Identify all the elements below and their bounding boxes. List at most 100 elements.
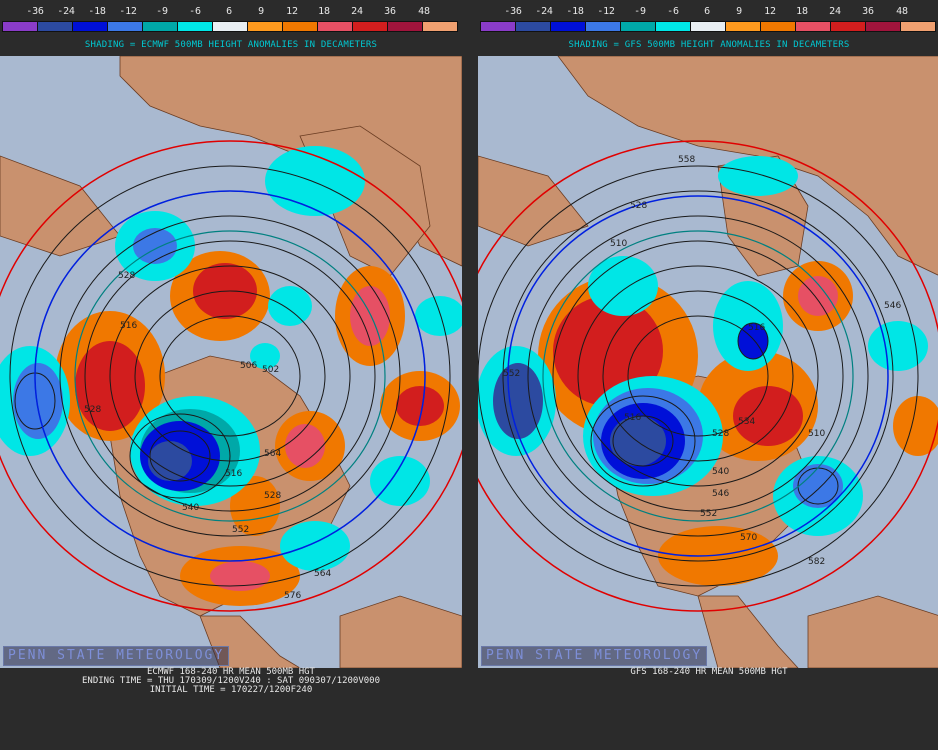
anomaly-cold-center xyxy=(148,441,192,481)
contour-label: 558 xyxy=(678,155,695,165)
colorbar-swatch xyxy=(761,22,796,31)
colorbar-swatch xyxy=(38,22,73,31)
colorbar-swatch xyxy=(283,22,318,31)
contour-label: 516 xyxy=(748,323,765,333)
colorbar-swatch xyxy=(481,22,516,31)
colorbar-label: 18 xyxy=(796,6,808,17)
footer-line: INITIAL TIME = 170227/1200F240 xyxy=(149,685,313,695)
anomaly-cold-core xyxy=(493,363,543,439)
colorbar-label: -12 xyxy=(119,6,137,17)
colorbar-label: 18 xyxy=(318,6,330,17)
height-contour-highlight xyxy=(507,195,889,557)
anomaly-warm-core xyxy=(798,276,838,316)
colorbar-swatch xyxy=(318,22,353,31)
contour-label: 510 xyxy=(610,239,627,249)
anomaly-cold-center xyxy=(610,416,666,466)
contour-label: 528 xyxy=(84,405,101,415)
colorbar-label: 48 xyxy=(418,6,430,17)
contour-label: 528 xyxy=(712,429,729,439)
anomaly-cold-core xyxy=(793,464,843,508)
colorbar-label: -18 xyxy=(566,6,584,17)
land-europe-asia xyxy=(557,56,938,276)
contour-label: 582 xyxy=(808,557,825,567)
colorbar-label: -24 xyxy=(57,6,75,17)
colorbar-label: -6 xyxy=(189,6,201,17)
anomaly-warm-core xyxy=(350,286,390,346)
colorbar-label: -9 xyxy=(634,6,646,17)
height-contour xyxy=(129,413,231,499)
anomaly-cold xyxy=(268,286,312,326)
colorbar-swatch xyxy=(3,22,38,31)
height-contour-outer xyxy=(478,140,938,612)
colorbar-swatch xyxy=(656,22,691,31)
height-contour-teal xyxy=(74,230,386,522)
contour-label: 564 xyxy=(314,569,331,579)
colorbar xyxy=(480,21,936,32)
credit-label: PENN STATE METEOROLOGY xyxy=(481,646,708,666)
colorbar-labels: -36 -24 -18 -12 -9 -6 6 9 12 18 24 36 48 xyxy=(478,6,938,18)
colorbar-label: 12 xyxy=(764,6,776,17)
contour-label: 516 xyxy=(225,469,242,479)
height-contour xyxy=(552,240,844,512)
colorbar-label: 48 xyxy=(896,6,908,17)
contour-label: 510 xyxy=(808,429,825,439)
gfs-panel: -36 -24 -18 -12 -9 -6 6 9 12 18 24 36 48… xyxy=(478,0,938,750)
shading-title: SHADING = GFS 500MB HEIGHT ANOMALIES IN … xyxy=(568,40,850,50)
colorbar-swatch xyxy=(586,22,621,31)
height-contour xyxy=(577,265,819,487)
colorbar-label: -6 xyxy=(667,6,679,17)
colorbar-swatch xyxy=(213,22,248,31)
colorbar-swatch xyxy=(621,22,656,31)
height-contour xyxy=(627,315,769,437)
contour-label: 506 xyxy=(240,361,257,371)
contour-label: 546 xyxy=(712,489,729,499)
anomaly-cold xyxy=(718,156,798,196)
contour-label: 516 xyxy=(624,413,641,423)
colorbar-label: -24 xyxy=(535,6,553,17)
colorbar-label: -12 xyxy=(597,6,615,17)
colorbar-swatch xyxy=(691,22,726,31)
land-central-america xyxy=(697,595,799,668)
colorbar xyxy=(2,21,458,32)
colorbar-swatch xyxy=(353,22,388,31)
anomaly-cold xyxy=(588,256,658,316)
footer-line: GFS 168-240 HR MEAN 500MB HGT xyxy=(630,667,788,677)
height-contour-outer xyxy=(0,140,462,612)
gfs-map-graphic: 558 528 510 516 552 516 528 534 540 546 … xyxy=(478,56,938,668)
height-contour xyxy=(59,215,401,537)
footer-line: ENDING TIME = THU 170309/1200V240 : SAT … xyxy=(81,676,380,686)
contour-label: 534 xyxy=(738,417,755,427)
anomaly-warm xyxy=(893,396,938,456)
colorbar-label: -36 xyxy=(504,6,522,17)
height-contour xyxy=(612,415,674,467)
height-contour xyxy=(9,165,451,587)
footer-line: ECMWF 168-240 HR MEAN 500MB HGT xyxy=(147,667,315,677)
height-contour xyxy=(149,430,211,482)
anomaly-warm-core xyxy=(285,424,325,468)
height-contour xyxy=(602,290,794,462)
anomaly-cold xyxy=(868,321,928,371)
colorbar-label: 9 xyxy=(736,6,742,17)
colorbar-swatch xyxy=(901,22,935,31)
anomaly-warm xyxy=(658,526,778,586)
gfs-height-anomaly-map: 558 528 510 516 552 516 528 534 540 546 … xyxy=(478,56,938,668)
height-contour xyxy=(84,240,376,512)
colorbar-label: -9 xyxy=(156,6,168,17)
land-south-america xyxy=(807,595,938,668)
contour-label: 528 xyxy=(630,201,647,211)
colorbar-label: 36 xyxy=(862,6,874,17)
ecmwf-height-anomaly-map: 528 516 506 502 516 528 540 552 564 576 … xyxy=(0,56,462,668)
contour-label: 552 xyxy=(700,509,717,519)
colorbar-label: 6 xyxy=(226,6,232,17)
ecmwf-panel: -36 -24 -18 -12 -9 -6 6 9 12 18 24 36 48… xyxy=(0,0,462,750)
colorbar-swatch xyxy=(831,22,866,31)
anomaly-cold-core xyxy=(13,363,63,439)
contour-label: 546 xyxy=(884,301,901,311)
colorbar-swatch xyxy=(178,22,213,31)
colorbar-label: 24 xyxy=(351,6,363,17)
colorbar-swatch xyxy=(516,22,551,31)
colorbar-swatch xyxy=(866,22,901,31)
land-siberia xyxy=(478,155,589,247)
colorbar-label: 9 xyxy=(258,6,264,17)
contour-label: 528 xyxy=(118,271,135,281)
